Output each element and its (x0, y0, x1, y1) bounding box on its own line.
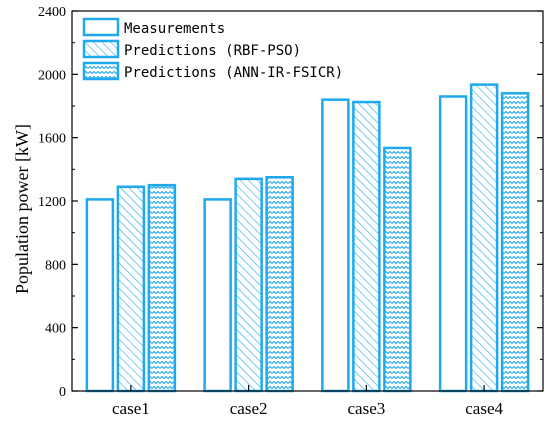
y-axis-title: Population power [kW] (12, 124, 32, 294)
y-tick-label: 0 (59, 385, 66, 400)
x-tick-label-case2: case2 (230, 399, 268, 418)
ticks-layer: 0 400 800 1200 1600 2000 2400 case1 case2 case3 ca… (38, 5, 543, 418)
bars-layer (85, 83, 530, 393)
y-tick-label: 400 (45, 322, 66, 337)
y-tick-label: 1200 (38, 195, 66, 210)
bar-case4-series-1 (438, 95, 468, 393)
bar-case2-series-3 (265, 176, 294, 393)
y-tick-label: 800 (45, 258, 66, 273)
bar-case1-series-1 (85, 198, 115, 393)
bar-case1-series-2 (116, 185, 146, 393)
legend-swatch-3 (82, 61, 120, 81)
bar-case3-series-2 (352, 100, 381, 393)
legend-label-2: Predictions (RBF-PSO) (124, 43, 301, 59)
bar-case3-series-1 (321, 98, 350, 393)
bar-case2-series-1 (203, 198, 232, 393)
bar-case1-series-3 (147, 183, 177, 393)
legend: Measurements Predictions (RBF-PSO) Predict… (82, 17, 343, 81)
legend-swatch-1 (82, 17, 120, 37)
bar-case2-series-2 (234, 177, 263, 393)
bar-case4-series-2 (469, 83, 499, 393)
legend-label-1: Measurements (124, 21, 225, 37)
x-tick-label-case1: case1 (112, 399, 150, 418)
y-tick-label: 2000 (38, 68, 66, 83)
x-tick-label-case3: case3 (347, 399, 385, 418)
x-tick-label-case4: case4 (465, 399, 503, 418)
bar-case3-series-3 (383, 146, 412, 393)
bar-case4-series-3 (500, 92, 530, 393)
y-tick-label: 1600 (38, 132, 66, 147)
y-tick-label: 2400 (38, 5, 66, 20)
legend-swatch-2 (82, 39, 120, 59)
legend-label-3: Predictions (ANN-IR-FSICR) (124, 65, 343, 81)
